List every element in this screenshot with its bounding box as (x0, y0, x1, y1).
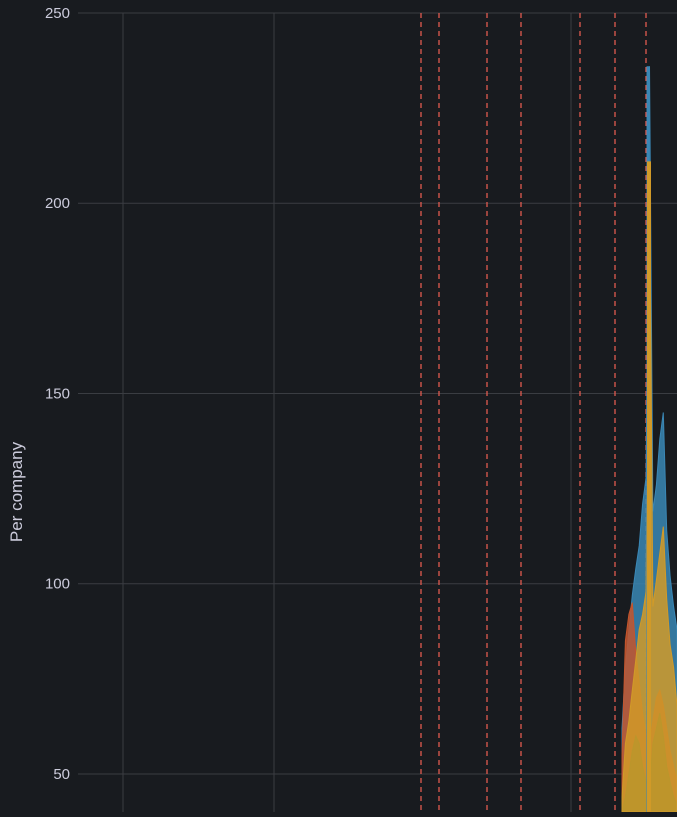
grid-layer (78, 12, 677, 812)
series-layer (621, 66, 677, 813)
y-tick-label: 100 (45, 576, 70, 593)
annotation-markers (420, 13, 647, 812)
y-tick-label: 250 (45, 5, 70, 22)
y-tick-label: 200 (45, 195, 70, 212)
y-axis-title: Per company (7, 441, 26, 542)
y-tick-label: 50 (53, 766, 70, 783)
y-tick-label: 150 (45, 385, 70, 402)
y-axis-ticks: 50 100 150 200 250 (45, 5, 70, 783)
